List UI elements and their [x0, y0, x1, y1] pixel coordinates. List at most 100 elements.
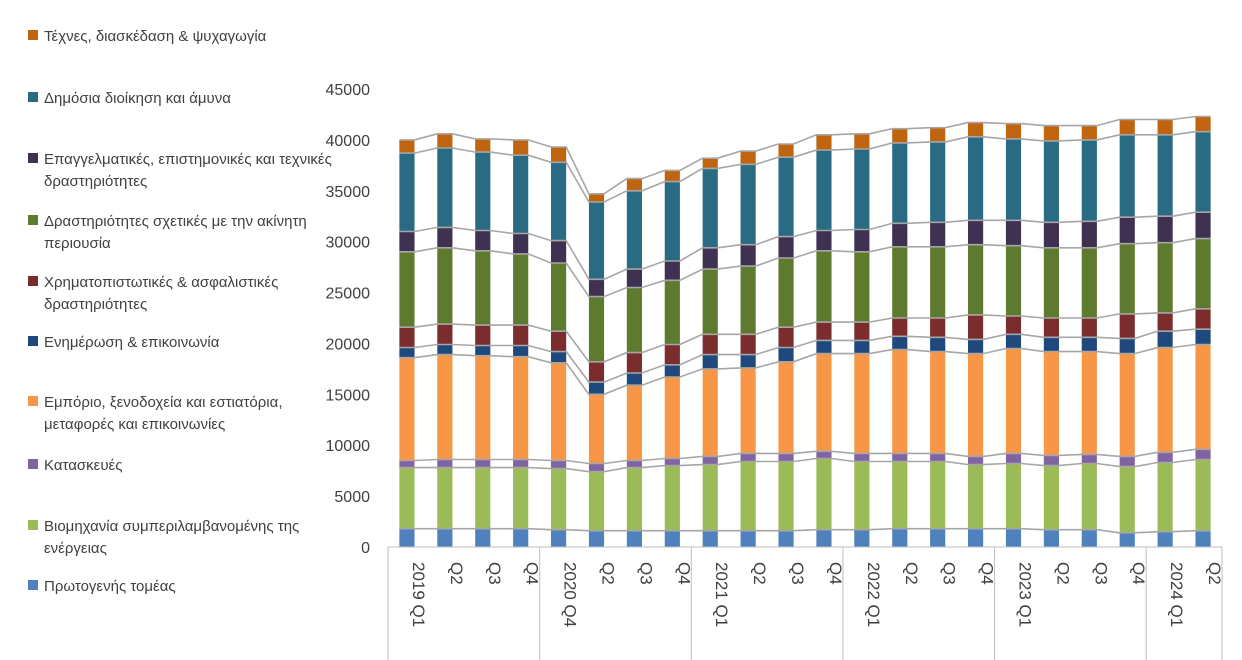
bar-segment — [626, 460, 642, 468]
bar-segment — [892, 453, 908, 462]
bar-segment — [1119, 217, 1135, 244]
bar-segment — [513, 459, 529, 468]
bar-segment — [854, 322, 870, 341]
bar-segment — [892, 142, 908, 224]
bar-segment — [664, 364, 680, 378]
bar-segment — [968, 122, 984, 137]
bar-segment — [816, 322, 832, 341]
bar-segment — [702, 456, 718, 465]
bar-segment — [1157, 462, 1173, 532]
bar-segment — [513, 345, 529, 357]
bar-segment — [664, 530, 680, 547]
bar-segment — [551, 263, 567, 332]
y-tick-label: 35000 — [326, 184, 371, 201]
bar-segment — [1157, 216, 1173, 243]
series-line — [399, 343, 1211, 396]
bar-segment — [626, 467, 642, 531]
bar-segment — [626, 385, 642, 461]
bar-segment — [892, 461, 908, 529]
bar-segment — [664, 181, 680, 262]
bar-segment — [1043, 318, 1059, 338]
bar-segment — [816, 230, 832, 251]
bar-segment — [437, 459, 453, 468]
bar-segment — [778, 327, 794, 348]
legend-swatch — [28, 215, 38, 225]
bar-segment — [968, 353, 984, 457]
legend-swatch — [28, 336, 38, 346]
x-tick-label: Q2 — [1053, 562, 1072, 585]
bar-segment — [1119, 338, 1135, 354]
bar-segment — [1005, 220, 1022, 246]
bar-segment — [1005, 528, 1022, 547]
bar-segment — [930, 351, 946, 454]
bar-segment — [854, 353, 870, 454]
bar-segment — [740, 164, 756, 245]
bar-segment — [588, 279, 605, 297]
bar-segment — [475, 325, 491, 346]
bar-segment — [968, 339, 984, 354]
legend-label: Κατασκευές — [44, 457, 123, 474]
bar-segment — [702, 247, 718, 270]
bar-segment — [1157, 312, 1173, 332]
bar-segment — [626, 269, 642, 288]
bar-segment — [626, 287, 642, 353]
bar-segment — [437, 133, 453, 149]
bar-segment — [930, 222, 946, 247]
bar-segment — [740, 334, 756, 355]
bar-segment — [1195, 131, 1211, 213]
series-line — [399, 115, 1211, 195]
bar-segment — [399, 467, 415, 529]
bar-segment — [702, 334, 718, 355]
bar-segment — [551, 460, 567, 469]
bar-segment — [1119, 134, 1135, 218]
bar-segment — [968, 220, 984, 245]
bar-segment — [1043, 455, 1059, 466]
bar-segment — [588, 361, 605, 383]
bar-segment — [1081, 454, 1097, 464]
bar-segment — [930, 246, 946, 318]
bar-segment — [588, 394, 605, 464]
bar-segment — [778, 157, 794, 237]
series-line — [399, 448, 1211, 465]
bar-segment — [702, 368, 718, 457]
legend-label: Εμπόριο, ξενοδοχεία και εστιατόρια, μετα… — [44, 394, 283, 433]
bar-segment — [1081, 337, 1097, 352]
bar-segment — [551, 529, 567, 547]
bar-segment — [892, 128, 908, 143]
bar-segment — [968, 244, 984, 315]
y-tick-label: 5000 — [334, 489, 370, 506]
bar-segment — [1005, 453, 1022, 464]
bar-segment — [854, 149, 870, 230]
x-tick-label: Q3 — [636, 562, 655, 585]
bar-segment — [513, 253, 529, 326]
y-axis-ticks: 0 5000 10000 15000 20000 25000 30000 35000 40000… — [326, 82, 371, 557]
x-tick-label: 2022 Q1 — [864, 562, 883, 627]
y-tick-label: 45000 — [326, 82, 371, 99]
bar-segment — [1119, 532, 1135, 547]
bar-segment — [626, 178, 642, 191]
bar-segment — [930, 141, 946, 223]
bar-segment — [816, 458, 832, 530]
bar-segment — [1005, 138, 1022, 221]
legend-swatch — [28, 153, 38, 163]
bar-segment — [551, 468, 567, 530]
bar-segment — [740, 453, 756, 462]
bar-segment — [1119, 456, 1135, 467]
bar-segment — [740, 266, 756, 335]
bar-segment — [1119, 243, 1135, 314]
x-tick-label: 2021 Q1 — [712, 562, 731, 627]
bar-segment — [1119, 353, 1135, 457]
legend: Τέχνες, διασκέδαση & ψυχαγωγία Δημόσια δι… — [0, 0, 332, 660]
bar-segment — [1157, 242, 1173, 313]
bar-segment — [626, 190, 642, 270]
x-tick-label: Q4 — [826, 562, 845, 585]
bar-segment — [399, 231, 415, 252]
bar-segment — [588, 296, 605, 362]
bar-segment — [1081, 247, 1097, 318]
bar-segment — [513, 233, 529, 254]
bar-segment — [588, 201, 605, 280]
y-tick-label: 10000 — [326, 438, 371, 455]
bar-segment — [778, 453, 794, 462]
bar-segment — [854, 461, 870, 530]
bar-segment — [551, 331, 567, 352]
